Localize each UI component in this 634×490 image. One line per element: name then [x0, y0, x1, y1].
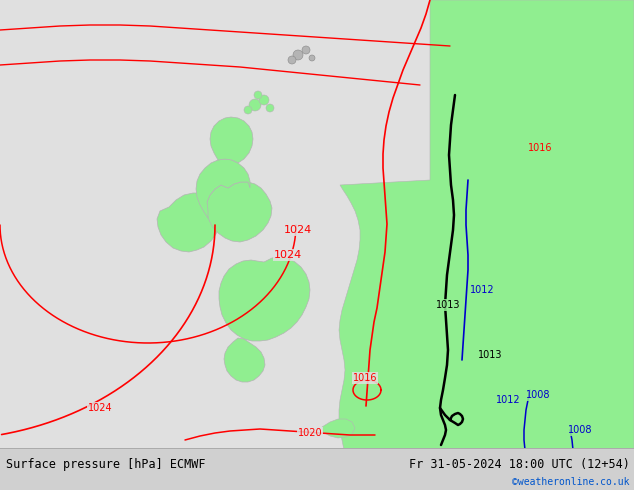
Polygon shape — [224, 338, 265, 382]
Polygon shape — [157, 193, 220, 252]
Text: 1024: 1024 — [87, 403, 112, 413]
Text: 1013: 1013 — [436, 300, 460, 310]
Text: 1020: 1020 — [298, 428, 322, 438]
Circle shape — [288, 56, 296, 64]
Text: 1024: 1024 — [284, 225, 312, 235]
Text: Surface pressure [hPa] ECMWF: Surface pressure [hPa] ECMWF — [6, 458, 205, 471]
Polygon shape — [219, 257, 310, 341]
Text: 1024: 1024 — [274, 250, 302, 260]
Polygon shape — [210, 117, 253, 163]
Polygon shape — [206, 182, 272, 242]
Text: ©weatheronline.co.uk: ©weatheronline.co.uk — [512, 477, 630, 488]
Polygon shape — [196, 159, 250, 218]
Circle shape — [254, 91, 262, 99]
Circle shape — [293, 50, 303, 60]
Circle shape — [266, 104, 274, 112]
Polygon shape — [322, 419, 355, 438]
Bar — [0, 448, 634, 490]
Text: 1008: 1008 — [526, 390, 550, 400]
Text: 1016: 1016 — [353, 373, 377, 383]
Polygon shape — [339, 0, 634, 490]
Text: 1012: 1012 — [496, 395, 521, 405]
Text: Fr 31-05-2024 18:00 UTC (12+54): Fr 31-05-2024 18:00 UTC (12+54) — [409, 458, 630, 471]
Circle shape — [309, 55, 315, 61]
Circle shape — [259, 95, 269, 105]
Circle shape — [249, 99, 261, 111]
Circle shape — [244, 106, 252, 114]
Polygon shape — [420, 0, 634, 490]
Text: 1016: 1016 — [527, 143, 552, 153]
Circle shape — [302, 46, 310, 54]
Text: 1012: 1012 — [470, 285, 495, 295]
Text: 1013: 1013 — [478, 350, 502, 360]
Text: 1008: 1008 — [568, 425, 592, 435]
